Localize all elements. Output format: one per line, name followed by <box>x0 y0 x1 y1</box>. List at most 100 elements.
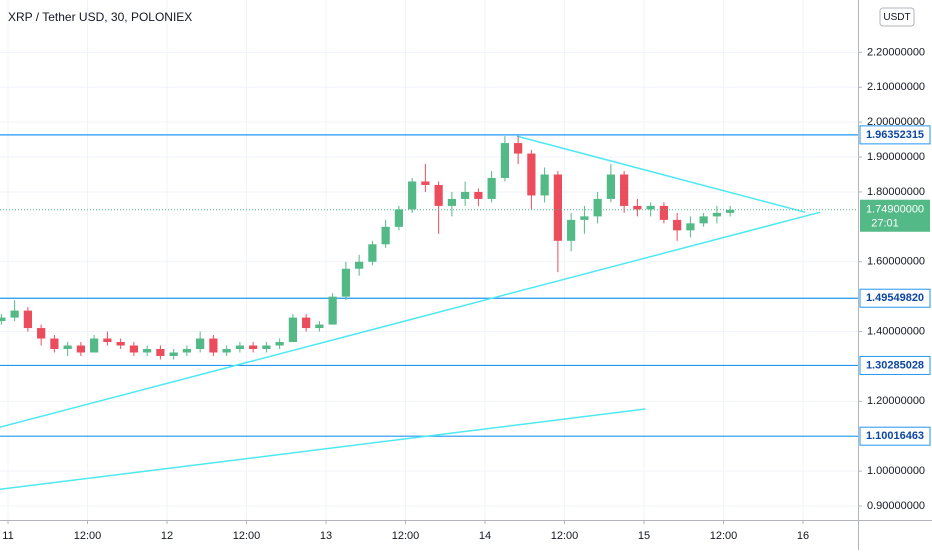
candle-body <box>249 345 258 349</box>
candle-body <box>461 191 470 199</box>
price-level-label: 1.96352315 <box>866 129 924 141</box>
trendline <box>0 408 646 491</box>
price-level-badge <box>859 426 931 446</box>
candle-body <box>659 205 668 220</box>
price-level-badge <box>859 288 931 308</box>
candle-body <box>355 261 364 269</box>
candle-body <box>315 324 324 329</box>
candle-body <box>527 153 536 196</box>
price-level-label: 1.10016463 <box>866 430 924 442</box>
y-tick-label: 1.00000000 <box>867 465 925 477</box>
candle-body <box>341 268 350 297</box>
candle-body <box>288 317 297 343</box>
candle-body <box>182 348 191 353</box>
candle-body <box>567 219 576 241</box>
chart-title: XRP / Tether USD, 30, POLONIEX <box>8 10 192 24</box>
x-tick-label: 14 <box>479 530 491 542</box>
x-tick-label: 12:00 <box>551 530 579 542</box>
candle-body <box>50 338 59 349</box>
candle-body <box>633 205 642 210</box>
candle-body <box>381 226 390 245</box>
x-tick-label: 12:00 <box>392 530 420 542</box>
countdown-label: 27:01 <box>871 218 899 230</box>
candle-body <box>686 223 695 231</box>
candle-body <box>673 219 682 231</box>
candle-body <box>0 317 6 322</box>
candle-body <box>76 345 85 353</box>
x-tick-label: 12 <box>161 530 173 542</box>
candle-body <box>169 352 178 356</box>
plot-area <box>0 134 858 491</box>
candle-body <box>447 198 456 206</box>
axes: 0.90000000 1.00000000 1.20000000 1.40000000… <box>2 46 931 542</box>
price-level-badge <box>859 125 931 145</box>
y-tick-label: 1.40000000 <box>867 325 925 337</box>
candle-body <box>620 174 629 206</box>
candle-body <box>103 338 112 343</box>
candle-body <box>23 310 32 329</box>
candle-body <box>434 184 443 206</box>
currency-badge[interactable] <box>879 7 915 27</box>
candle-body <box>156 348 165 356</box>
candle-body <box>262 345 271 349</box>
candle-body <box>553 174 562 241</box>
grid <box>0 0 858 520</box>
candle-body <box>474 191 483 199</box>
trendline <box>0 211 821 428</box>
candle-body <box>712 212 721 217</box>
last-price-badge <box>860 199 930 232</box>
candle-body <box>421 181 430 185</box>
y-tick-label: 1.90000000 <box>867 151 925 163</box>
y-tick-label: 2.10000000 <box>867 81 925 93</box>
price-level-label: 1.49549820 <box>866 292 924 304</box>
candle-body <box>408 181 417 210</box>
y-tick-label: 0.90000000 <box>867 500 925 512</box>
x-tick-label: 12:00 <box>710 530 738 542</box>
candle-body <box>593 198 602 217</box>
candle-body <box>116 342 125 346</box>
y-tick-label: 2.20000000 <box>867 46 925 58</box>
candle-body <box>328 296 337 325</box>
candle-body <box>500 143 509 178</box>
candle-body <box>235 345 244 349</box>
candle-body <box>394 209 403 227</box>
candle-body <box>540 174 549 196</box>
x-tick-label: 13 <box>320 530 332 542</box>
candle-body <box>37 328 46 339</box>
candle-body <box>209 338 218 353</box>
x-tick-label: 12:00 <box>74 530 102 542</box>
candle-body <box>222 348 231 353</box>
candle-body <box>129 345 138 353</box>
y-tick-label: 1.80000000 <box>867 186 925 198</box>
price-level-label: 1.30285028 <box>866 359 924 371</box>
candle-body <box>580 216 589 220</box>
candle-body <box>275 342 284 346</box>
candle-body <box>143 348 152 353</box>
trendline <box>516 135 806 213</box>
candle-body <box>90 338 99 353</box>
candle-body <box>606 174 615 199</box>
currency-label[interactable]: USDT <box>883 12 910 23</box>
x-tick-label: 16 <box>797 530 809 542</box>
candle-body <box>487 177 496 199</box>
candle-body <box>10 310 19 318</box>
last-price-label: 1.74900000 <box>866 204 924 216</box>
candle-body <box>196 338 205 349</box>
candle-body <box>514 143 523 154</box>
y-tick-label: 2.00000000 <box>867 116 925 128</box>
x-tick-label: 11 <box>2 530 13 542</box>
candle-body <box>699 216 708 224</box>
candle-body <box>726 209 735 213</box>
candle-body <box>63 345 72 349</box>
x-tick-label: 12:00 <box>233 530 261 542</box>
y-tick-label: 1.60000000 <box>867 256 925 268</box>
candle-body <box>368 244 377 262</box>
x-tick-label: 15 <box>638 530 650 542</box>
candle-body <box>302 317 311 329</box>
price-level-badge <box>859 355 931 375</box>
y-tick-label: 1.20000000 <box>867 395 925 407</box>
candle-body <box>646 205 655 210</box>
